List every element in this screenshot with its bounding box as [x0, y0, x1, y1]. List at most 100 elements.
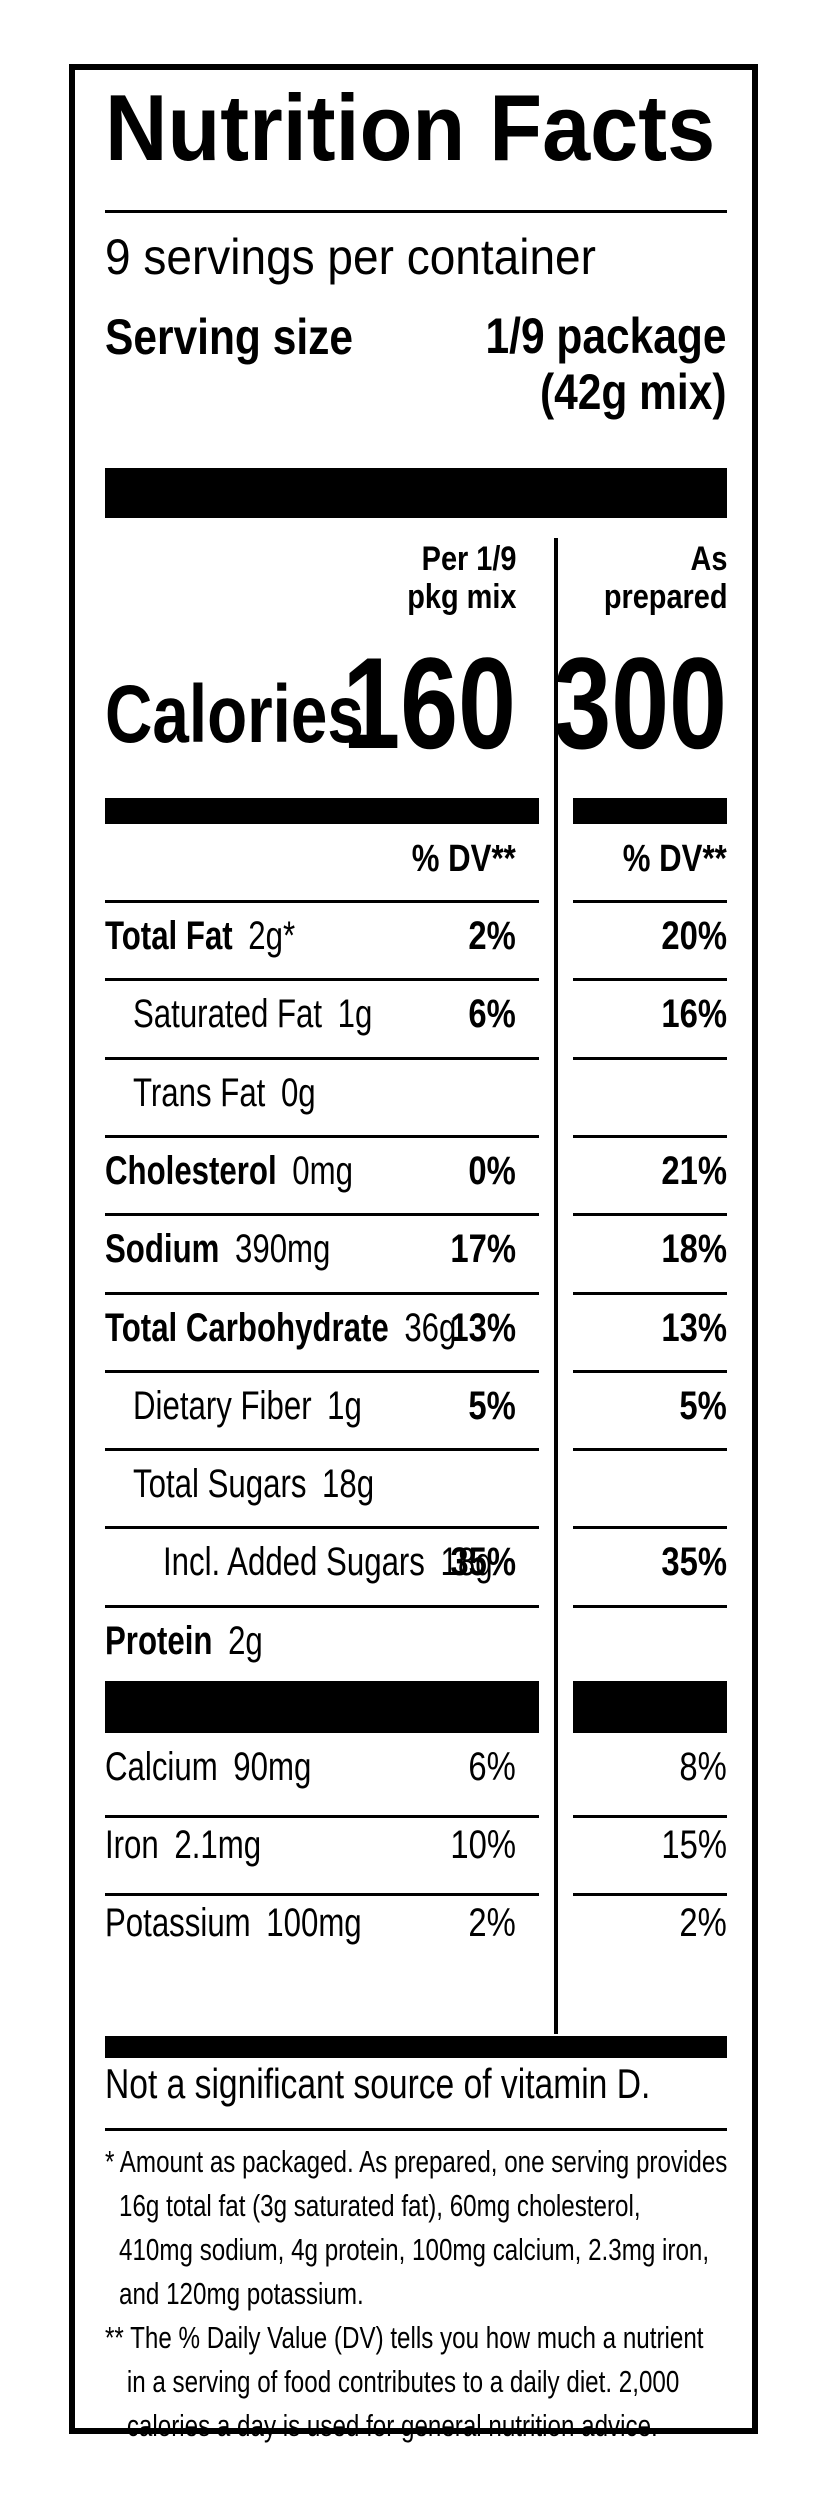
micronutrient-amount: 100mg: [266, 1901, 362, 1945]
dv-percent-per-package: 6%: [468, 992, 516, 1037]
nutrient-name: Cholesterol: [105, 1148, 277, 1193]
row-divider: [105, 1134, 539, 1138]
nutrient-row-label: Cholesterol 0mg: [105, 1149, 353, 1194]
bottom-thick-divider: [105, 2036, 727, 2058]
column-header-as-prepared-line1: As: [690, 540, 727, 578]
nutrient-name: Saturated Fat: [133, 992, 323, 1037]
thick-divider: [105, 468, 727, 518]
nutrition-facts-panel: Nutrition Facts 9 servings per container…: [69, 64, 758, 2443]
row-divider: [573, 978, 727, 982]
row-divider: [573, 1213, 727, 1217]
nutrient-row-label: Incl. Added Sugars 18g: [163, 1540, 493, 1585]
divider: [105, 210, 727, 213]
footnote-divider: [105, 2128, 727, 2131]
footnote-as-packaged: * Amount as packaged. As prepared, one s…: [105, 2140, 727, 2316]
dv-header-as-prepared: % DV**: [623, 838, 727, 880]
row-divider: [573, 1056, 727, 1060]
nutrient-amount: 18g: [322, 1462, 375, 1507]
dv-percent-per-package: 0%: [468, 1148, 516, 1193]
footnote-as-packaged-line: and 120mg potassium.: [119, 2276, 364, 2311]
nutrient-amount: 18g: [440, 1540, 493, 1585]
row-divider: [573, 1369, 727, 1373]
dv-percent-as-prepared: 35%: [661, 1540, 727, 1585]
row-divider: [573, 900, 727, 903]
micronutrient-amount: 2.1mg: [174, 1823, 262, 1867]
calories-bar-right: [573, 798, 727, 824]
row-divider: [105, 1893, 539, 1896]
micronutrient-amount: 90mg: [233, 1745, 312, 1789]
nutrient-amount: 2g*: [248, 914, 296, 958]
column-header-per-package: Per 1/9 pkg mix: [407, 540, 516, 616]
nutrient-row-label: Total Sugars 18g: [133, 1462, 374, 1507]
dv-percent-per-package: 10%: [450, 1823, 516, 1867]
micronutrient-name: Calcium: [105, 1745, 218, 1789]
row-divider: [105, 1815, 539, 1818]
nutrient-row-label: Sodium 390mg: [105, 1227, 330, 1272]
column-header-as-prepared-line2: prepared: [603, 578, 727, 617]
calories-per-package: 160: [342, 630, 516, 776]
dv-header-per-package: % DV**: [412, 838, 516, 880]
dv-percent-per-package: 17%: [450, 1227, 516, 1272]
calories-bar-left: [105, 798, 539, 824]
row-divider: [573, 1291, 727, 1295]
nutrient-name: Protein: [105, 1618, 213, 1663]
nutrient-name: Sodium: [105, 1227, 220, 1272]
dv-percent-per-package: 6%: [468, 1745, 516, 1789]
dv-percent-as-prepared: 18%: [661, 1227, 727, 1272]
nutrient-name: Total Sugars: [133, 1462, 307, 1507]
nutrient-row-label: Trans Fat 0g: [133, 1071, 316, 1116]
row-divider: [573, 1526, 727, 1530]
row-divider: [105, 1448, 539, 1452]
nutrient-name: Total Carbohydrate: [105, 1305, 389, 1350]
nutrient-row-label: Total Fat 2g*: [105, 914, 295, 959]
footnote-as-packaged-line: * Amount as packaged. As prepared, one s…: [105, 2144, 728, 2179]
footnote-daily-value: ** The % Daily Value (DV) tells you how …: [105, 2316, 704, 2448]
serving-size-value: 1/9 package (42g mix): [486, 308, 727, 420]
row-divider: [573, 1604, 727, 1608]
dv-percent-per-package: 13%: [450, 1305, 516, 1350]
nutrient-name: Trans Fat: [133, 1070, 266, 1115]
nutrient-row-label: Dietary Fiber 1g: [133, 1384, 362, 1429]
micronutrient-row-label: Potassium 100mg: [105, 1901, 362, 1946]
row-divider: [105, 1604, 539, 1608]
calories-label: Calories: [105, 669, 364, 760]
row-divider: [105, 900, 539, 903]
calories-as-prepared: 300: [553, 630, 727, 776]
dv-percent-per-package: 2%: [468, 914, 516, 958]
footnote-as-packaged-line: 16g total fat (3g saturated fat), 60mg c…: [119, 2188, 641, 2223]
nutrient-row-label: Total Carbohydrate 36g: [105, 1306, 456, 1351]
footnote-as-packaged-line: 410mg sodium, 4g protein, 100mg calcium,…: [119, 2232, 710, 2267]
nutrient-amount: 0g: [280, 1070, 316, 1115]
nutrient-amount: 2g: [228, 1618, 263, 1663]
nutrient-amount: 36g: [404, 1305, 457, 1350]
dv-percent-per-package: 5%: [468, 1383, 516, 1428]
nutrient-name: Dietary Fiber: [133, 1383, 312, 1428]
row-divider: [105, 1056, 539, 1060]
dv-percent-per-package: 2%: [468, 1901, 516, 1945]
row-divider: [105, 978, 539, 982]
micronutrient-row-label: Calcium 90mg: [105, 1745, 311, 1790]
nutrient-row-label: Protein 2g: [105, 1619, 263, 1664]
row-divider: [573, 1134, 727, 1138]
dv-percent-as-prepared: 15%: [661, 1823, 727, 1867]
nutrient-amount: 0mg: [292, 1148, 353, 1193]
dv-percent-as-prepared: 8%: [679, 1745, 727, 1789]
micronutrient-name: Potassium: [105, 1901, 251, 1945]
dv-percent-as-prepared: 13%: [661, 1305, 727, 1350]
dv-percent-as-prepared: 2%: [679, 1901, 727, 1945]
dv-percent-as-prepared: 20%: [661, 914, 727, 958]
nutrient-amount: 1g: [337, 992, 373, 1037]
vitamin-d-note: Not a significant source of vitamin D.: [105, 2060, 651, 2107]
column-header-per-package-line1: Per 1/9: [421, 540, 516, 578]
column-header-per-package-line2: pkg mix: [406, 578, 516, 617]
footnote-daily-value-line: ** The % Daily Value (DV) tells you how …: [105, 2320, 704, 2355]
dv-percent-as-prepared: 5%: [679, 1383, 727, 1428]
row-divider: [105, 1291, 539, 1295]
row-divider: [573, 1893, 727, 1896]
micronutrient-row-label: Iron 2.1mg: [105, 1823, 261, 1868]
column-header-as-prepared: As prepared: [603, 540, 727, 616]
row-divider: [573, 1815, 727, 1818]
nutrient-amount: 390mg: [235, 1227, 331, 1272]
micronutrient-name: Iron: [105, 1823, 159, 1867]
row-divider: [573, 1448, 727, 1452]
